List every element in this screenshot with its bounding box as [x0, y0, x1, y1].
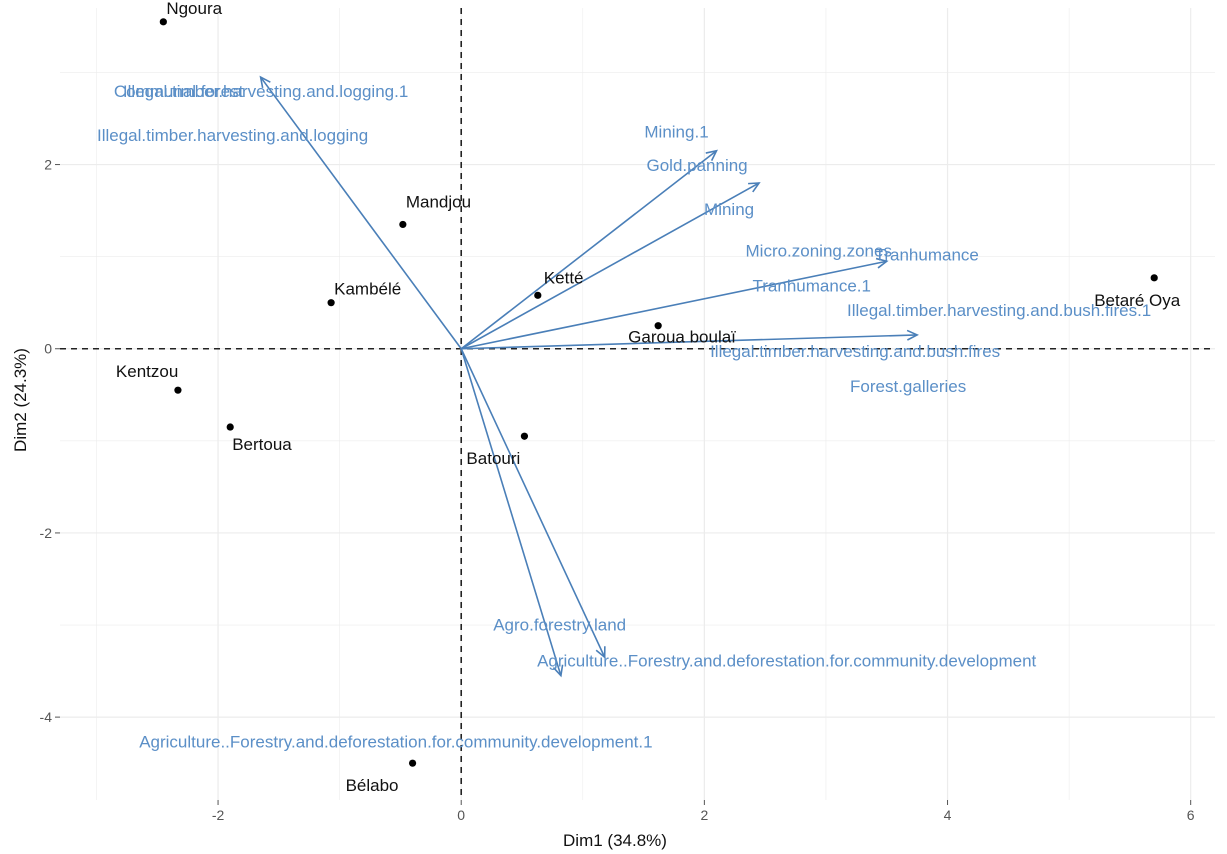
- variable-arrow-head: [906, 329, 919, 341]
- individual-point: [1150, 274, 1158, 282]
- individual-label: Kambélé: [334, 280, 401, 299]
- x-tick-label: 2: [700, 807, 708, 823]
- x-tick-label: 4: [944, 807, 952, 823]
- y-axis-title: Dim2 (24.3%): [11, 348, 30, 452]
- individual-points: [159, 18, 1158, 767]
- variable-label: Micro.zoning.zones: [746, 241, 892, 260]
- individual-label: Ketté: [544, 268, 584, 287]
- individual-point: [654, 322, 662, 330]
- y-tick-label: -2: [40, 525, 53, 541]
- variable-label: Mining: [704, 200, 754, 219]
- individual-point: [174, 386, 182, 394]
- variable-label: Agriculture..Forestry.and.deforestation.…: [537, 651, 1036, 670]
- individual-point: [399, 220, 407, 229]
- variable-arrow-head: [748, 182, 761, 193]
- individual-label: Garoua boulaï: [628, 328, 736, 347]
- variable-label: Illegal.timber.harvesting.and.logging: [97, 126, 368, 145]
- variable-label: Gold.panning: [647, 156, 748, 175]
- variable-arrow-head: [259, 75, 271, 89]
- variable-label: Illegal.timber.harvesting.and.bush.fires…: [847, 301, 1151, 320]
- variable-label: Agro.forestry.land: [493, 615, 626, 634]
- variable-arrow: [461, 260, 887, 350]
- labels: Communal.forestIllegal.timber.harvesting…: [97, 0, 1181, 795]
- individual-label: Betaré Oya: [1094, 291, 1181, 310]
- variable-arrow-head: [595, 646, 606, 659]
- axis-ticks: -2 0 2 4 6 -4 -2 0 2: [40, 157, 1195, 823]
- variable-arrow: [460, 348, 606, 658]
- variable-label: Agriculture..Forestry.and.deforestation.…: [139, 733, 652, 752]
- individual-label: Ngoura: [166, 0, 222, 18]
- variable-label: Mining.1: [644, 123, 708, 142]
- individual-label: Mandjou: [406, 192, 471, 211]
- individual-label: Batouri: [466, 449, 520, 468]
- variable-label: Tranhumance: [875, 245, 979, 264]
- variable-arrow: [460, 150, 718, 350]
- y-tick-label: 2: [44, 157, 52, 173]
- x-tick-label: -2: [212, 807, 225, 823]
- x-tick-label: 0: [457, 807, 465, 823]
- individual-point: [327, 299, 335, 307]
- y-tick-label: 0: [44, 341, 52, 357]
- individual-label: Bélabo: [346, 776, 399, 795]
- reference-lines: [60, 8, 1215, 800]
- variable-label: Tranhumance.1: [753, 276, 871, 295]
- variable-arrows: [259, 75, 919, 678]
- variable-label: Forest.galleries: [850, 377, 966, 396]
- individual-point: [534, 291, 542, 299]
- variable-label: Illegal.timber.harvesting.and.bush.fires: [710, 342, 1000, 361]
- individual-label: Kentzou: [116, 362, 178, 381]
- variable-arrow: [460, 182, 760, 350]
- individual-point: [226, 423, 234, 431]
- variable-label: Communal.forest: [114, 82, 244, 101]
- variable-arrow-head: [875, 257, 889, 269]
- individual-point: [159, 18, 167, 26]
- individual-point: [520, 432, 529, 440]
- y-tick-label: -4: [40, 709, 53, 725]
- individual-label: Bertoua: [232, 435, 292, 454]
- variable-label: Illegal.timber.harvesting.and.logging.1: [123, 82, 408, 101]
- variable-arrow: [460, 348, 562, 676]
- variable-arrow: [259, 76, 462, 350]
- x-axis-title: Dim1 (34.8%): [563, 831, 667, 850]
- variable-arrow-head: [552, 664, 564, 678]
- variable-arrow-head: [705, 149, 718, 161]
- variable-arrow: [461, 334, 918, 350]
- individual-point: [408, 759, 417, 767]
- x-tick-label: 6: [1187, 807, 1195, 823]
